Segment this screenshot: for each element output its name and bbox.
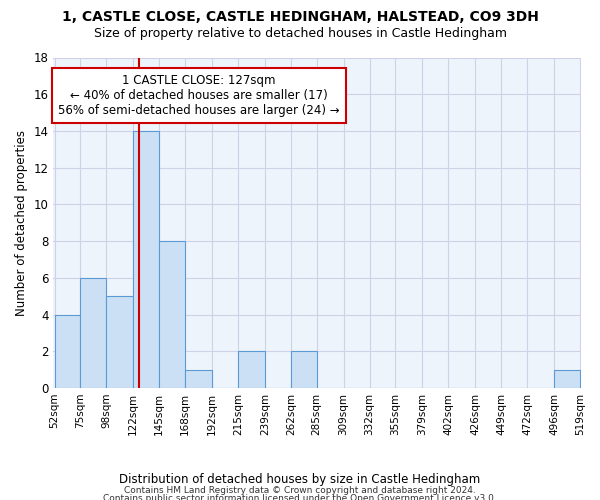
Bar: [159, 241, 185, 388]
Bar: [291, 352, 317, 388]
Y-axis label: Number of detached properties: Number of detached properties: [15, 130, 28, 316]
Bar: [238, 352, 265, 388]
Bar: [185, 370, 212, 388]
Bar: [554, 370, 580, 388]
Bar: [106, 296, 133, 388]
Text: 1 CASTLE CLOSE: 127sqm
← 40% of detached houses are smaller (17)
56% of semi-det: 1 CASTLE CLOSE: 127sqm ← 40% of detached…: [58, 74, 340, 117]
Text: Size of property relative to detached houses in Castle Hedingham: Size of property relative to detached ho…: [94, 28, 506, 40]
Text: Contains public sector information licensed under the Open Government Licence v3: Contains public sector information licen…: [103, 494, 497, 500]
Text: Distribution of detached houses by size in Castle Hedingham: Distribution of detached houses by size …: [119, 472, 481, 486]
Bar: [80, 278, 106, 388]
Bar: [55, 314, 80, 388]
Text: Contains HM Land Registry data © Crown copyright and database right 2024.: Contains HM Land Registry data © Crown c…: [124, 486, 476, 495]
Text: 1, CASTLE CLOSE, CASTLE HEDINGHAM, HALSTEAD, CO9 3DH: 1, CASTLE CLOSE, CASTLE HEDINGHAM, HALST…: [62, 10, 538, 24]
Bar: [133, 131, 159, 388]
